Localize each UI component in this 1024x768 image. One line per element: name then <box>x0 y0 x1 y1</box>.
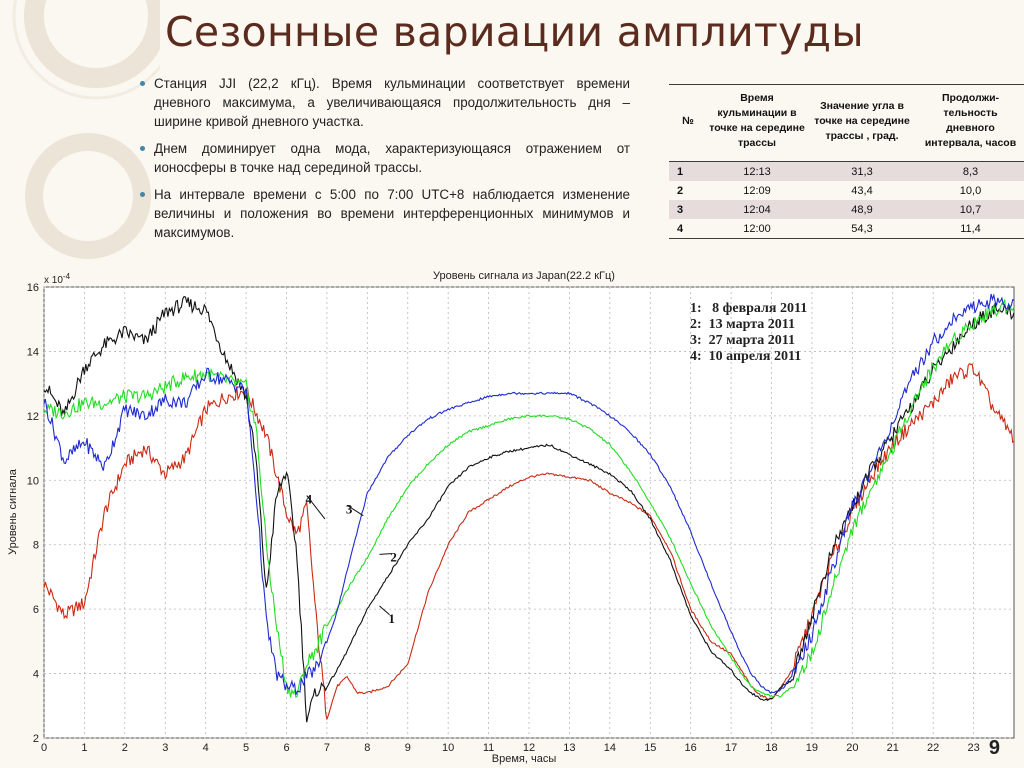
annotation-label: 1 <box>388 611 395 626</box>
x-tick-label: 19 <box>806 742 818 754</box>
signal-level-chart: 0 1 2 3 4 5 6 7 8 9 10 11 12 13 14 15 16 17 18 19 20 21 22 2324… <box>7 270 1015 765</box>
x-tick-label: 12 <box>523 742 535 754</box>
table-row: 4 12:00 54,3 11,4 <box>669 219 1024 239</box>
table-row: 2 12:09 43,4 10,0 <box>669 181 1024 200</box>
x-tick-label: 20 <box>846 742 858 754</box>
x-tick-label: 4 <box>203 742 209 754</box>
x-tick-label: 22 <box>927 742 939 754</box>
bullet-list: Станция JJI (22,2 кГц). Время кульминаци… <box>138 74 630 250</box>
legend-item: 3: 27 марта 2011 <box>690 333 795 348</box>
x-tick-label: 6 <box>283 742 289 754</box>
y-multiplier-base: x 10 <box>44 275 63 286</box>
table-cell: 4 <box>669 219 707 239</box>
x-tick-label: 23 <box>967 742 979 754</box>
x-tick-label: 1 <box>81 742 87 754</box>
curve-annotations: 1 2 3 4 <box>305 492 396 626</box>
annotation-leader <box>379 605 390 616</box>
slide-title: Сезонные вариации амплитуды <box>165 8 864 56</box>
y-tick-label: 14 <box>27 346 39 358</box>
series-line-4 <box>43 293 1015 695</box>
table-header: № <box>669 84 707 162</box>
table-cell: 31,3 <box>807 161 917 181</box>
x-tick-label: 10 <box>442 742 454 754</box>
y-tick-label: 2 <box>33 733 39 745</box>
table-cell: 8,3 <box>917 161 1024 181</box>
x-tick-label: 3 <box>162 742 168 754</box>
x-tick-label: 21 <box>887 742 899 754</box>
annotation-leader <box>379 553 392 555</box>
table-cell: 10,7 <box>917 200 1024 219</box>
page-number: 9 <box>988 737 1000 759</box>
table-cell: 48,9 <box>807 200 917 219</box>
x-tick-label: 8 <box>364 742 370 754</box>
chart-title: Уровень сигнала из Japan(22.2 кГц) <box>433 270 615 282</box>
legend-item: 2: 13 марта 2011 <box>690 317 795 332</box>
x-axis-label: Время, часы <box>492 753 557 765</box>
bullet-item: Днем доминирует одна мода, характеризующ… <box>138 139 630 177</box>
table-cell: 12:13 <box>707 161 807 181</box>
x-tick-label: 15 <box>644 742 656 754</box>
annotation-label: 4 <box>305 492 312 507</box>
y-tick-label: 10 <box>27 475 39 487</box>
table-cell: 2 <box>677 184 684 197</box>
x-tick-label: 16 <box>685 742 697 754</box>
y-exponent: -4 <box>63 272 71 281</box>
annotation-leader <box>306 495 326 520</box>
x-tick-label: 2 <box>122 742 128 754</box>
table-cell: 54,3 <box>807 219 917 239</box>
x-tick-label: 11 <box>483 742 494 754</box>
bullet-item: Станция JJI (22,2 кГц). Время кульминаци… <box>138 74 630 131</box>
table-header: Продолжи-тельность дневного интервала, ч… <box>917 84 1024 162</box>
table-cell: 12:04 <box>707 200 807 219</box>
table-cell: 43,4 <box>851 184 873 197</box>
legend: 1: 8 февраля 2011 2: 13 марта 2011 3: 27… <box>690 301 807 364</box>
grid-lines <box>43 286 1014 739</box>
x-tick-label: 18 <box>765 742 777 754</box>
table-row: 3 12:04 48,9 10,7 <box>669 200 1024 219</box>
x-tick-label: 0 <box>41 742 47 754</box>
x-tick-label: 14 <box>604 742 616 754</box>
x-tick-label: 5 <box>243 742 249 754</box>
table-cell: 12:00 <box>707 219 807 239</box>
culmination-table: № Время кульминации в точке на середине … <box>669 84 1024 239</box>
legend-item: 4: 10 апреля 2011 <box>690 349 801 364</box>
data-series <box>43 293 1015 723</box>
y-tick-label: 4 <box>33 669 39 681</box>
table-row: 1 12:13 31,3 8,3 <box>669 161 1024 181</box>
decorative-rings <box>12 0 160 259</box>
table-cell: 1 <box>669 161 707 181</box>
annotation-label: 3 <box>346 501 353 516</box>
table-cell: 12:09 <box>743 184 771 197</box>
x-tick-label: 17 <box>725 742 737 754</box>
bullet-item: На интервале времени с 5:00 по 7:00 UTC+… <box>138 185 630 242</box>
series-line-2 <box>43 295 1015 723</box>
axis-ticks: 0 1 2 3 4 5 6 7 8 9 10 11 12 13 14 15 16 17 18 19 20 21 22 2324… <box>27 282 980 754</box>
table-cell: 3 <box>669 200 707 219</box>
table-cell: 11,4 <box>917 219 1024 239</box>
table-header: Время кульминации в точке на середине тр… <box>707 84 807 162</box>
y-tick-label: 16 <box>27 282 39 294</box>
legend-item: 1: 8 февраля 2011 <box>690 301 807 316</box>
x-tick-label: 13 <box>563 742 575 754</box>
annotation-label: 2 <box>390 550 397 565</box>
x-tick-label: 7 <box>324 742 330 754</box>
table-cell: 10,0 <box>959 184 982 197</box>
table-header: Значение угла в точке на середине трассы… <box>807 84 917 162</box>
y-tick-label: 6 <box>33 604 39 616</box>
y-tick-label: 12 <box>27 411 39 423</box>
y-axis-label: Уровень сигнала <box>7 468 19 555</box>
y-tick-label: 8 <box>33 540 39 552</box>
x-tick-label: 9 <box>405 742 411 754</box>
annotation-leader <box>346 504 364 517</box>
y-multiplier: x 10-4 <box>44 272 71 286</box>
